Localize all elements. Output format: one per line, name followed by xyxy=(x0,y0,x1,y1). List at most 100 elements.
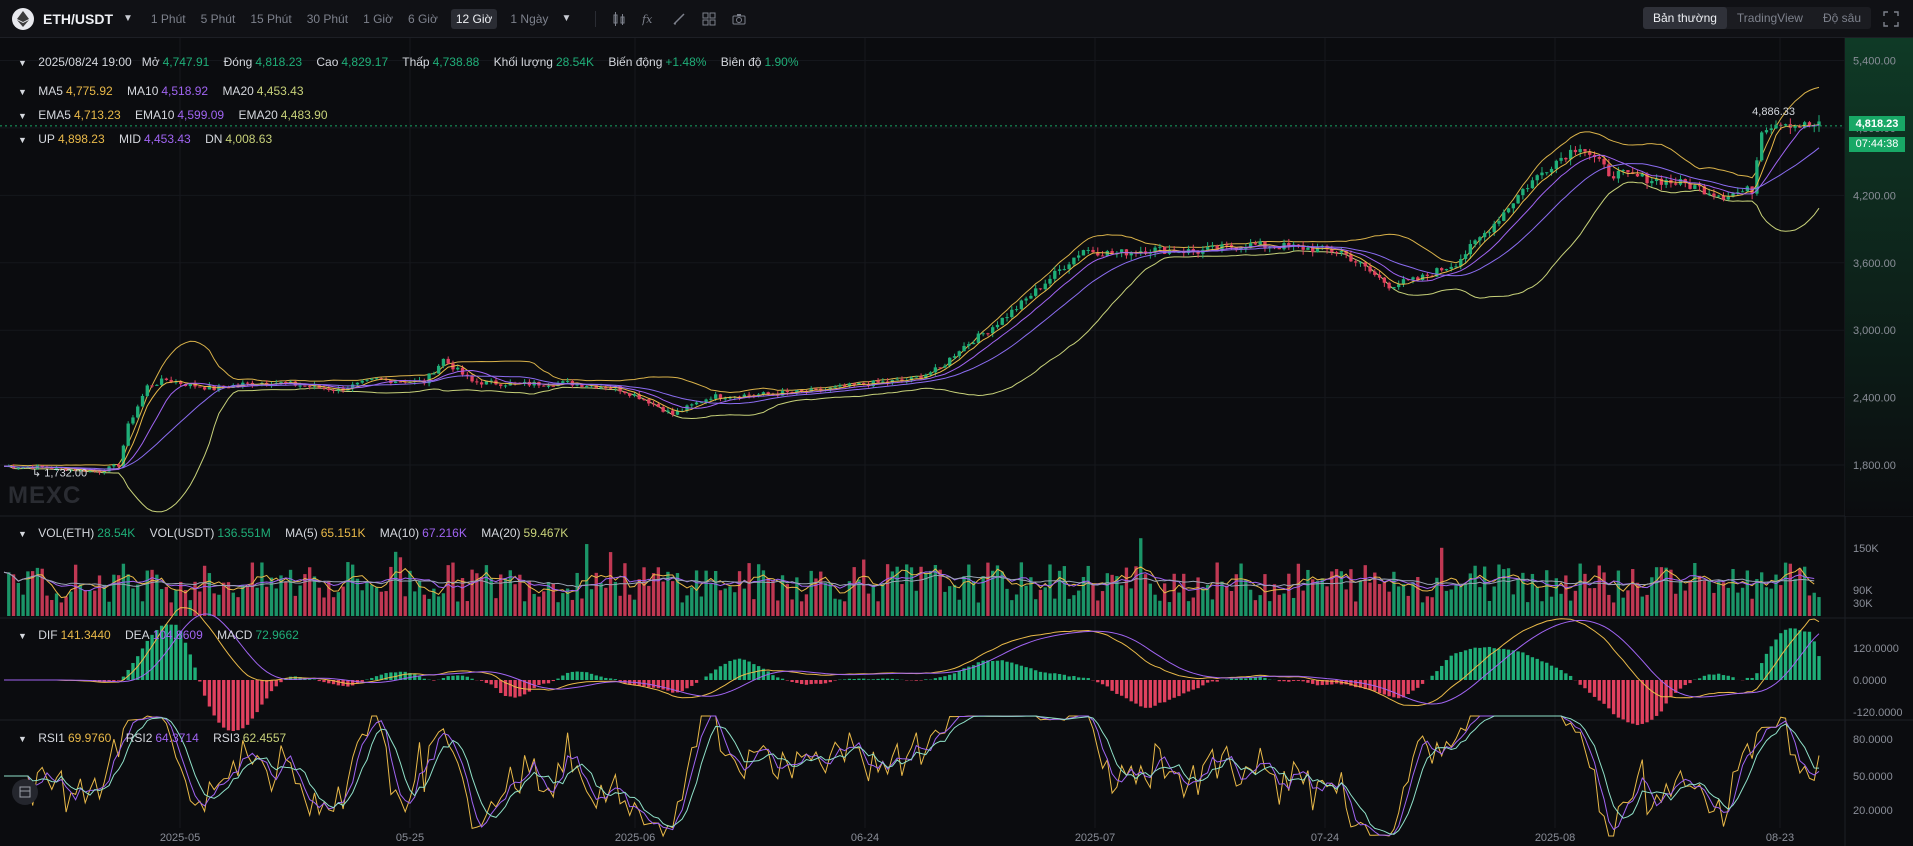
volume-bar xyxy=(236,597,240,616)
candle xyxy=(628,393,632,396)
ohlc-legend: ▼ 2025/08/24 19:00 Mở 4,747.91 Đóng 4,818.… xyxy=(18,55,810,69)
eth-logo-icon xyxy=(12,7,34,30)
candle xyxy=(1492,223,1496,233)
candle xyxy=(962,345,966,352)
candle xyxy=(967,344,971,346)
macd-bar xyxy=(1210,680,1215,682)
mode-standard[interactable]: Bản thường xyxy=(1642,7,1727,29)
candle xyxy=(1783,124,1788,126)
tf-30m[interactable]: 30 Phút xyxy=(306,11,349,26)
svg-text:fx: fx xyxy=(642,13,653,26)
volume-bar xyxy=(16,582,21,616)
macd-bar xyxy=(1119,680,1124,696)
macd-bar xyxy=(1019,665,1024,680)
boll-up-label: UP xyxy=(38,132,55,146)
macd-bar xyxy=(1631,680,1635,724)
macd-bar xyxy=(647,680,651,688)
volume-bar xyxy=(1654,567,1659,616)
draw-icon[interactable] xyxy=(670,10,688,28)
tf-12h[interactable]: 12 Giờ xyxy=(450,8,498,29)
macd-bar xyxy=(656,680,661,689)
candle xyxy=(938,367,942,369)
fullscreen-icon[interactable] xyxy=(1883,11,1899,27)
volume-bar xyxy=(346,562,350,616)
volume-bar xyxy=(575,572,579,616)
chart-settings-button[interactable] xyxy=(12,779,38,805)
volume-bar xyxy=(1750,598,1754,616)
mode-depth[interactable]: Độ sâu xyxy=(1822,11,1861,25)
candle xyxy=(1239,247,1243,250)
volume-bar xyxy=(709,583,713,616)
volume-bar xyxy=(69,591,73,616)
tf-1d[interactable]: 1 Ngày xyxy=(510,11,549,26)
tf-5m[interactable]: 5 Phút xyxy=(200,11,236,26)
close-value: 4,818.23 xyxy=(255,55,303,69)
volume-bar xyxy=(1287,573,1291,616)
candle xyxy=(470,375,474,382)
macd-bar xyxy=(408,673,412,680)
volume-bar xyxy=(1760,572,1764,616)
macd-bar xyxy=(1010,662,1014,680)
macd-bar xyxy=(360,680,364,682)
pair-selector[interactable]: ETH/USDT xyxy=(43,10,113,27)
macd-bar xyxy=(881,678,885,680)
volume-bar xyxy=(1215,562,1219,616)
candle xyxy=(1760,132,1764,161)
candle xyxy=(1110,251,1114,255)
collapse-chevron-icon[interactable]: ▼ xyxy=(18,135,27,145)
macd-bar xyxy=(804,680,809,685)
volume-bar xyxy=(1029,577,1033,616)
volume-bar xyxy=(279,575,283,616)
collapse-chevron-icon[interactable]: ▼ xyxy=(18,58,27,68)
candle xyxy=(623,391,627,394)
macd-bar xyxy=(1468,648,1473,680)
collapse-chevron-icon[interactable]: ▼ xyxy=(18,87,27,97)
macd-bar xyxy=(245,680,250,725)
tf-1m[interactable]: 1 Phút xyxy=(150,11,186,26)
collapse-chevron-icon[interactable]: ▼ xyxy=(18,111,27,121)
volume-bar xyxy=(1602,572,1606,616)
volume-bar xyxy=(1086,565,1090,616)
tf-1h[interactable]: 1 Giờ xyxy=(363,11,393,26)
volume-bar xyxy=(1683,590,1687,616)
macd-bar xyxy=(389,672,393,680)
indicator-icon[interactable]: fx xyxy=(640,10,658,28)
chevron-down-icon[interactable]: ▼ xyxy=(123,13,133,24)
volume-bar xyxy=(838,599,842,616)
candle xyxy=(1740,191,1745,193)
volume-bar xyxy=(675,573,680,616)
tf-6h[interactable]: 6 Giờ xyxy=(407,11,438,26)
macd-bar xyxy=(604,677,608,680)
macd-bar xyxy=(1296,680,1301,681)
candle-type-icon[interactable] xyxy=(610,10,628,28)
volume-bar xyxy=(417,581,422,616)
candle xyxy=(489,380,493,382)
kline-chart[interactable]: 2025-05 05-25 2025-06 06-24 2025-07 07-24 2025… xyxy=(0,38,1913,846)
volume-bar xyxy=(986,562,990,616)
tf-15m[interactable]: 15 Phút xyxy=(250,11,292,26)
collapse-chevron-icon[interactable]: ▼ xyxy=(18,529,27,539)
volume-bar xyxy=(1191,597,1195,616)
candle xyxy=(1817,121,1821,126)
tf-more-chevron-icon[interactable]: ▼ xyxy=(561,13,572,24)
macd-bar xyxy=(737,658,742,680)
volume-bar xyxy=(140,601,145,616)
mode-tradingview[interactable]: TradingView xyxy=(1736,11,1803,25)
macd-bar xyxy=(733,659,737,680)
volume-bar xyxy=(260,562,264,616)
candle xyxy=(436,365,441,374)
candle xyxy=(881,381,885,383)
macd-bar xyxy=(293,676,298,680)
layout-icon[interactable] xyxy=(700,10,718,28)
camera-icon[interactable] xyxy=(730,10,748,28)
collapse-chevron-icon[interactable]: ▼ xyxy=(18,631,27,641)
macd-bar xyxy=(761,668,766,680)
volume-bar xyxy=(7,572,11,616)
collapse-chevron-icon[interactable]: ▼ xyxy=(18,734,27,744)
macd-bar xyxy=(1162,680,1167,703)
change-label: Biến động xyxy=(608,55,663,69)
volume-bar xyxy=(1057,570,1062,616)
candle xyxy=(365,379,369,381)
candle xyxy=(355,382,360,385)
macd-bar xyxy=(1205,680,1210,683)
